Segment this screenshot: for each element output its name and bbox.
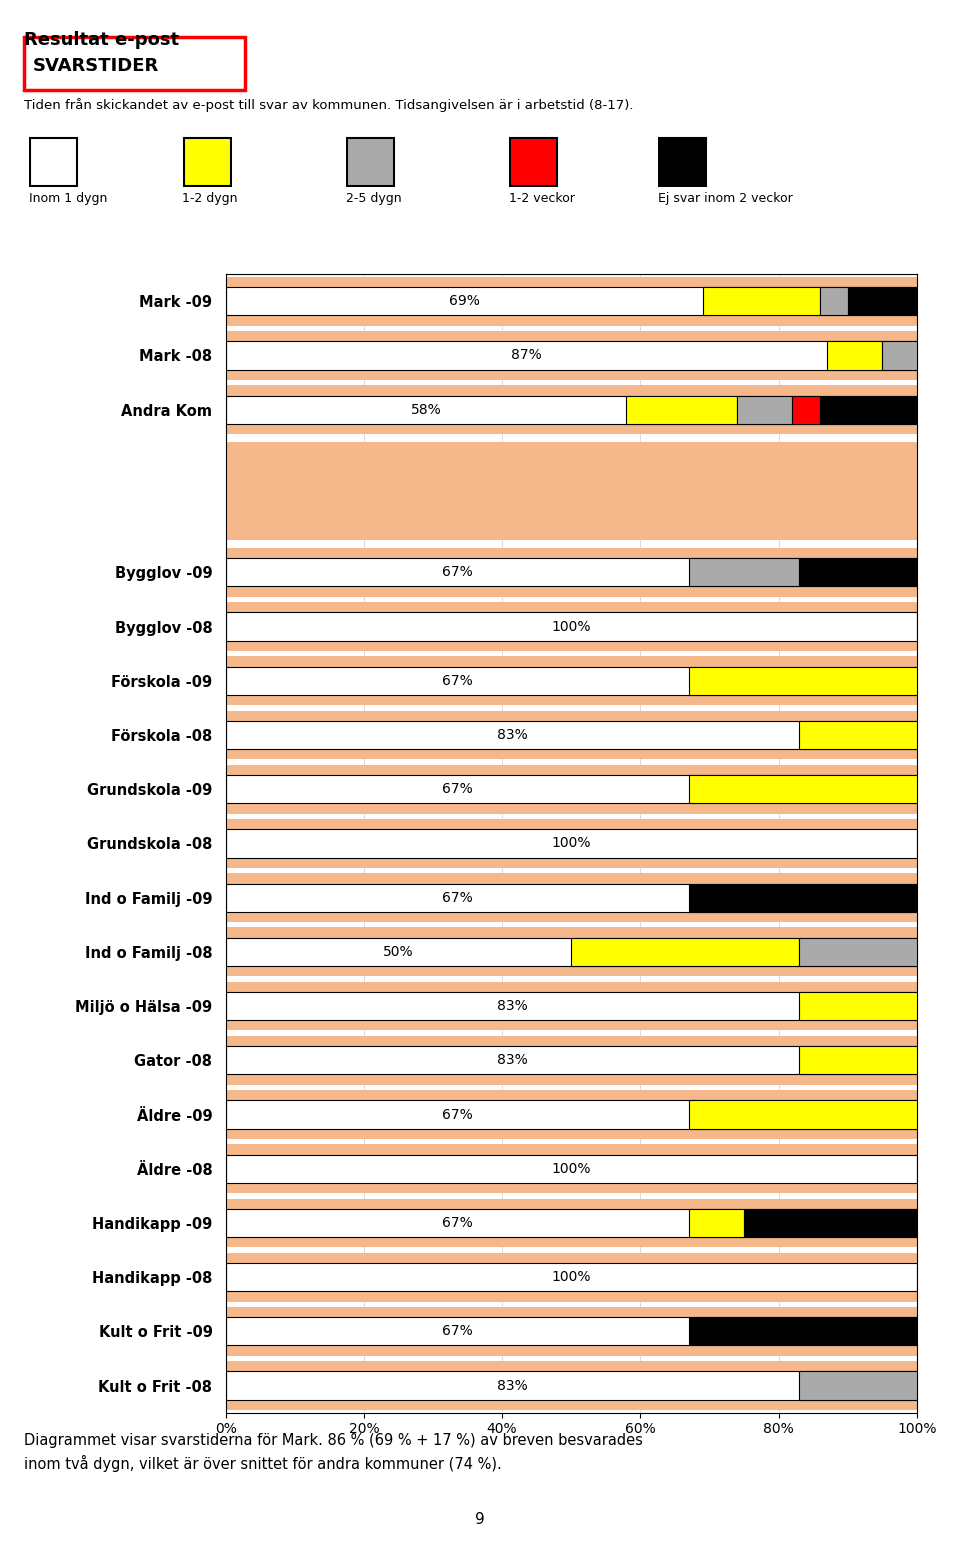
Bar [226,928,917,976]
Bar [703,287,820,316]
Text: Ej svar inom 2 veckor: Ej svar inom 2 veckor [658,192,792,204]
Bar [737,395,792,424]
Text: Diagrammet visar svarstiderna för Mark. 86 % (69 % + 17 %) av breven besvarades
: Diagrammet visar svarstiderna för Mark. … [24,1433,643,1472]
Bar [226,819,917,867]
Bar [226,829,917,858]
Bar [226,612,917,641]
FancyBboxPatch shape [184,138,230,186]
Text: 2-5 dygn: 2-5 dygn [346,192,401,204]
Bar [226,774,917,804]
Text: 1-2 dygn: 1-2 dygn [182,192,238,204]
Text: 83%: 83% [497,1379,528,1393]
Bar [688,666,917,696]
Text: 83%: 83% [497,728,528,742]
Text: 67%: 67% [442,1216,472,1230]
Bar [226,657,917,705]
Bar [226,1090,917,1139]
Bar [688,774,917,804]
Text: 83%: 83% [497,999,528,1013]
Bar [226,1253,917,1301]
FancyBboxPatch shape [348,138,394,186]
Text: 67%: 67% [442,782,472,796]
Bar [226,982,917,1030]
Bar [226,1145,917,1193]
Bar [226,991,917,1021]
Bar [226,443,917,539]
FancyBboxPatch shape [31,138,77,186]
Bar [226,1046,917,1075]
Bar [226,874,917,922]
Bar [226,603,917,651]
Bar [226,1154,917,1183]
Bar [688,1317,917,1346]
Bar [800,991,917,1021]
Bar [800,720,917,750]
Text: Inom 1 dygn: Inom 1 dygn [29,192,108,204]
Bar [226,1262,917,1292]
Bar [226,331,917,380]
Text: 87%: 87% [511,349,541,362]
Bar [226,1317,917,1346]
Bar [571,937,800,967]
Bar [800,558,917,587]
Bar [226,883,917,912]
Bar [226,1100,917,1129]
Text: 50%: 50% [383,945,414,959]
Text: Resultat e-post: Resultat e-post [24,31,180,50]
Text: 67%: 67% [442,1324,472,1338]
Bar [226,287,917,316]
Bar [226,937,917,967]
Bar [226,720,917,750]
Text: 69%: 69% [448,294,479,308]
Bar [226,1371,917,1400]
Text: SVARSTIDER: SVARSTIDER [33,57,159,76]
Bar [226,1208,917,1238]
Bar [800,1046,917,1075]
Bar [688,1208,744,1238]
Bar [744,1208,917,1238]
Bar [226,386,917,434]
Bar [820,395,917,424]
Bar [800,937,917,967]
Bar [800,1371,917,1400]
Bar [226,1036,917,1084]
Bar [226,1362,917,1410]
Bar [827,341,882,370]
Bar [688,883,917,912]
Text: 67%: 67% [442,1108,472,1121]
Text: 100%: 100% [551,1162,591,1176]
Bar [226,711,917,759]
FancyBboxPatch shape [511,138,557,186]
Bar [792,395,820,424]
Text: 58%: 58% [411,403,442,417]
Bar [226,1199,917,1247]
Bar [226,341,917,370]
Text: 83%: 83% [497,1053,528,1067]
FancyBboxPatch shape [24,37,245,90]
Text: 100%: 100% [551,836,591,850]
Bar [882,341,917,370]
Bar [688,558,800,587]
Bar [226,558,917,587]
Bar [688,1100,917,1129]
Text: Tiden från skickandet av e-post till svar av kommunen. Tidsangivelsen är i arbet: Tiden från skickandet av e-post till sva… [24,98,634,112]
Text: 1-2 veckor: 1-2 veckor [509,192,575,204]
Bar [226,1307,917,1355]
Bar [226,395,917,424]
FancyBboxPatch shape [660,138,706,186]
Bar [627,395,737,424]
Text: 100%: 100% [551,620,591,634]
Bar [226,765,917,813]
Text: 100%: 100% [551,1270,591,1284]
Text: 9: 9 [475,1512,485,1527]
Text: 67%: 67% [442,674,472,688]
Text: 67%: 67% [442,891,472,905]
Bar [848,287,917,316]
Bar [820,287,848,316]
Bar [226,548,917,596]
Bar [226,666,917,696]
Bar [226,277,917,325]
Text: 67%: 67% [442,565,472,579]
